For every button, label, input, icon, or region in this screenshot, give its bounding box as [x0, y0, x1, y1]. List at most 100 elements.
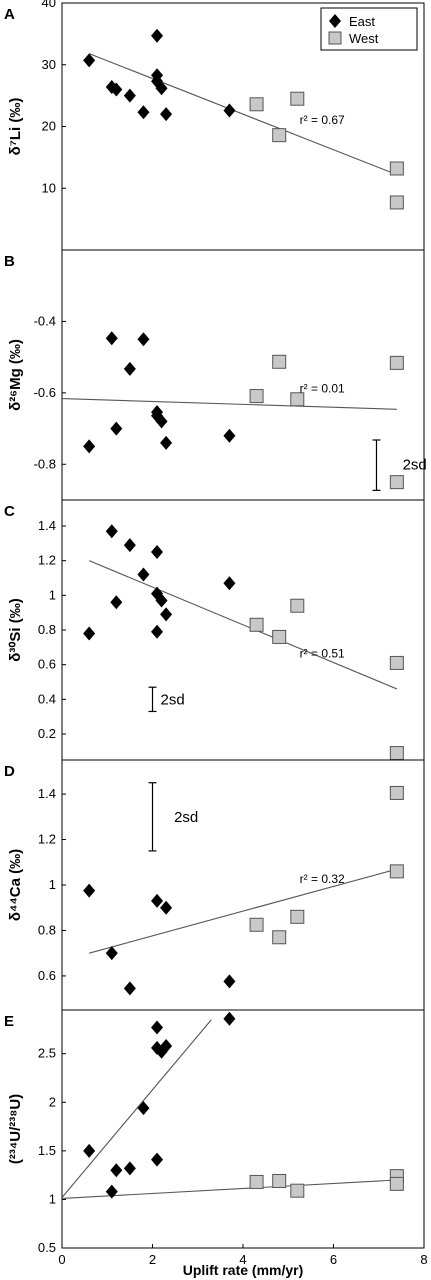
data-point-east	[223, 103, 236, 118]
data-point-west	[290, 91, 305, 106]
y-tick-label: 1	[49, 587, 56, 602]
y-tick-label: 2	[49, 1094, 56, 1109]
panel-letter: D	[4, 763, 15, 780]
data-point-east	[83, 626, 96, 641]
data-point-east	[123, 981, 136, 996]
y-tick-label: 10	[42, 180, 56, 195]
data-point-east	[110, 595, 123, 610]
y-tick-label: 40	[42, 0, 56, 10]
panel-letter: B	[4, 253, 15, 270]
legend: East West	[320, 7, 418, 51]
trendline	[61, 1179, 397, 1200]
x-tick-label: 4	[239, 1252, 246, 1267]
data-point-east	[151, 624, 164, 639]
data-point-west	[249, 1174, 264, 1189]
data-point-east	[123, 88, 136, 103]
data-point-west	[389, 475, 404, 490]
y-tick-label: 0.5	[38, 1240, 56, 1255]
x-axis-label: Uplift rate (mm/yr)	[183, 1262, 304, 1278]
data-point-east	[223, 428, 236, 443]
panel-frame	[61, 249, 425, 501]
panel-a: A 10 20 30 40 δ⁷Li (‰) r² = 0.67 East West	[4, 0, 425, 251]
data-point-west	[389, 161, 404, 176]
data-point-east	[83, 53, 96, 68]
data-point-east	[110, 421, 123, 436]
data-point-west	[272, 1173, 287, 1188]
y-tick-label: -0.4	[34, 313, 56, 328]
y-tick-label: -0.6	[34, 385, 56, 400]
data-point-east	[123, 361, 136, 376]
trendline	[89, 868, 397, 954]
data-point-west	[290, 1183, 305, 1198]
y-tick-label: 0.2	[38, 726, 56, 741]
annotation-r-squared: r² = 0.51	[300, 647, 345, 661]
y-axis-label: (²³⁴U/²³⁸U)	[7, 1094, 24, 1164]
annotation-2sd: 2sd	[174, 809, 198, 826]
data-point-east	[223, 1011, 236, 1026]
trendline	[61, 1019, 212, 1198]
annotation-2sd: 2sd	[403, 456, 427, 473]
data-point-east	[105, 946, 118, 961]
y-tick-label: 1.4	[38, 518, 56, 533]
data-point-east	[123, 1161, 136, 1176]
data-point-east	[151, 545, 164, 559]
data-point-west	[389, 195, 404, 210]
y-tick-label: 0.4	[38, 691, 56, 706]
panel-frame	[61, 759, 425, 1011]
panel-b: B -0.8 -0.6 -0.4 δ²⁶Mg (‰) r² = 0.01 2sd	[4, 249, 427, 501]
data-point-east	[83, 883, 96, 898]
panel-frame	[61, 499, 425, 761]
y-tick-label: -0.8	[34, 456, 56, 471]
y-tick-label: 1.2	[38, 832, 56, 847]
y-axis-label: δ⁷Li (‰)	[7, 98, 24, 156]
data-point-west	[389, 655, 404, 670]
panel-letter: C	[4, 503, 15, 520]
panel-letter: E	[4, 1013, 14, 1030]
data-point-east	[155, 414, 168, 429]
y-tick-label: 0.8	[38, 622, 56, 637]
data-point-east	[160, 435, 173, 450]
data-point-east	[110, 82, 123, 97]
data-point-east	[83, 1143, 96, 1158]
legend-label-west: West	[349, 31, 379, 46]
data-point-east	[137, 332, 150, 347]
data-point-west	[249, 617, 264, 632]
data-point-west	[249, 97, 264, 112]
panel-e: E 0.5 1 1.5 2 2.5 (²³⁴U/²³⁸U) 0 2 4 6 8 Uplift rate …	[4, 1009, 428, 1278]
y-tick-label: 1	[49, 877, 56, 892]
data-point-east	[160, 107, 173, 122]
data-point-east	[137, 1101, 150, 1116]
data-point-west	[272, 930, 287, 945]
data-point-east	[151, 1152, 164, 1167]
data-point-east	[155, 81, 168, 96]
data-point-east	[105, 1184, 118, 1199]
data-point-west	[389, 785, 404, 800]
y-tick-label: 30	[42, 57, 56, 72]
data-point-west	[272, 354, 287, 369]
annotation-r-squared: r² = 0.01	[300, 382, 345, 396]
data-point-east	[137, 105, 150, 120]
legend-marker-east	[329, 14, 341, 28]
data-point-west	[389, 864, 404, 879]
y-tick-label: 1.4	[38, 786, 56, 801]
y-tick-label: 0.6	[38, 657, 56, 672]
trendline	[61, 398, 397, 410]
data-point-east	[160, 1038, 173, 1053]
data-point-east	[110, 1163, 123, 1178]
y-tick-label: 1.5	[38, 1143, 56, 1158]
data-point-west	[272, 128, 287, 143]
data-point-west	[389, 355, 404, 370]
data-point-east	[151, 28, 164, 43]
data-point-east	[223, 576, 236, 591]
y-axis-label: δ⁴⁴Ca (‰)	[7, 849, 24, 921]
data-point-west	[249, 917, 264, 932]
y-tick-label: 2.5	[38, 1046, 56, 1061]
x-tick-label: 6	[330, 1252, 337, 1267]
x-tick-label: 8	[420, 1252, 427, 1267]
y-axis-label: δ²⁶Mg (‰)	[7, 339, 24, 411]
data-point-west	[290, 909, 305, 924]
data-point-east	[155, 593, 168, 608]
data-point-west	[290, 392, 305, 407]
annotation-r-squared: r² = 0.32	[300, 872, 345, 886]
